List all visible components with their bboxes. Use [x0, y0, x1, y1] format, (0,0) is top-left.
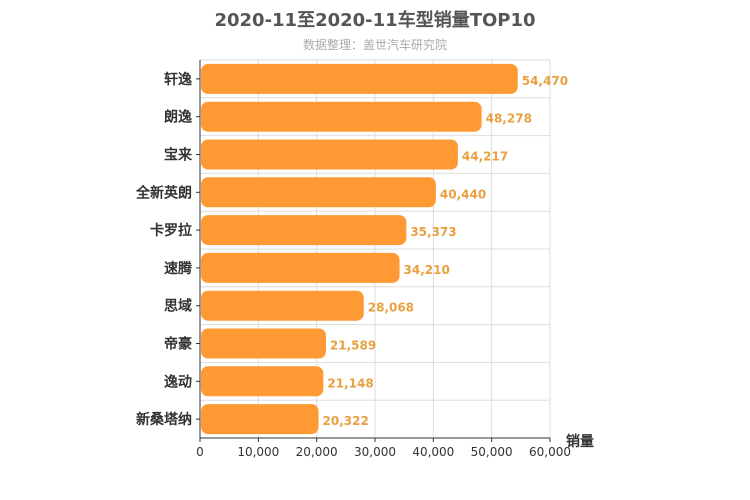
category-label: 帝豪 — [164, 336, 192, 353]
value-label: 34,210 — [404, 263, 450, 277]
category-label: 思域 — [164, 298, 192, 315]
category-label: 全新英朗 — [135, 184, 192, 201]
category-label: 速腾 — [164, 260, 193, 277]
x-tick-label: 50,000 — [471, 445, 513, 459]
chart-subtitle: 数据整理：盖世汽车研究院 — [302, 38, 447, 52]
value-label: 54,470 — [522, 74, 568, 88]
value-label: 44,217 — [462, 150, 508, 164]
x-tick-label: 20,000 — [296, 445, 338, 459]
bar — [201, 328, 326, 359]
tick-labels: 0 10,000 20,000 30,000 40,000 50,000 60,000 — [196, 445, 571, 459]
x-tick-label: 60,000 — [529, 445, 571, 459]
category-label: 朗逸 — [164, 109, 192, 126]
bars — [201, 63, 518, 435]
category-label: 轩逸 — [164, 71, 192, 88]
bar — [201, 290, 364, 321]
value-label: 40,440 — [440, 187, 486, 201]
category-label: 卡罗拉 — [150, 222, 192, 239]
x-tick-label: 0 — [196, 445, 204, 459]
value-labels: 54,470 48,278 44,217 40,440 35,373 34,210 28,0… — [323, 74, 569, 428]
bar — [201, 404, 319, 435]
value-label: 28,068 — [368, 301, 414, 315]
value-label: 21,589 — [330, 339, 376, 353]
x-axis-label: 销量 — [566, 433, 594, 450]
bar — [201, 215, 407, 246]
axes — [196, 60, 551, 442]
bar — [201, 63, 518, 94]
value-label: 21,148 — [327, 376, 373, 390]
category-label: 宝来 — [164, 147, 193, 164]
category-label: 新桑塔纳 — [136, 411, 192, 428]
bar — [201, 139, 458, 170]
category-label: 逸动 — [164, 373, 192, 390]
bar — [201, 252, 400, 283]
bar — [201, 177, 436, 208]
bar — [201, 366, 324, 397]
x-tick-label: 10,000 — [237, 445, 279, 459]
value-label: 20,322 — [323, 414, 369, 428]
x-tick-label: 30,000 — [354, 445, 396, 459]
bar — [201, 101, 482, 132]
x-tick-label: 40,000 — [412, 445, 454, 459]
chart-title: 2020-11至2020-11车型销量TOP10 — [214, 10, 536, 31]
value-label: 48,278 — [486, 112, 532, 126]
value-label: 35,373 — [410, 225, 456, 239]
